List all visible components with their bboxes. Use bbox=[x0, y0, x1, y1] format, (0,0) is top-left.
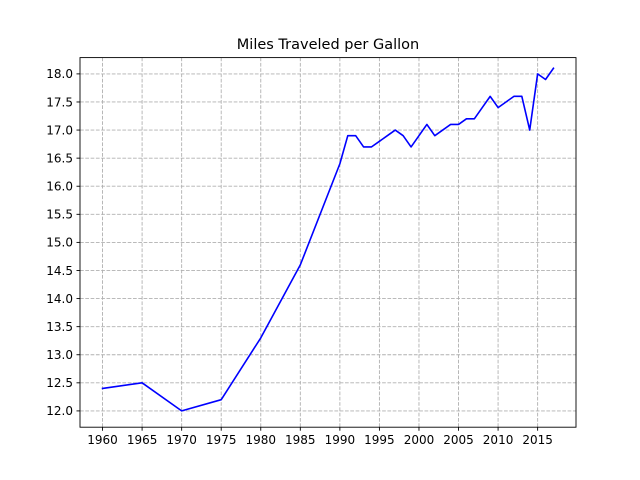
y-tick-label: 12.0 bbox=[46, 404, 73, 418]
grid-lines bbox=[80, 57, 576, 428]
tick-marks bbox=[76, 73, 539, 431]
x-tick-label: 1995 bbox=[364, 433, 395, 447]
y-tick-label: 14.5 bbox=[46, 264, 73, 278]
x-tick-label: 1985 bbox=[285, 433, 316, 447]
x-tick-label: 1975 bbox=[206, 433, 237, 447]
series-group bbox=[101, 67, 555, 412]
x-tick-labels: 1960 1965 1970 1975 1980 1985 1990 1995 2000 2005… bbox=[87, 433, 553, 447]
y-tick-label: 16.0 bbox=[46, 180, 73, 194]
y-tick-label: 17.5 bbox=[46, 95, 73, 109]
y-tick-label: 13.0 bbox=[46, 348, 73, 362]
x-tick-label: 1970 bbox=[166, 433, 197, 447]
x-tick-label: 2005 bbox=[443, 433, 474, 447]
x-tick-label: 1980 bbox=[245, 433, 276, 447]
x-tick-label: 2000 bbox=[404, 433, 435, 447]
y-tick-label: 15.5 bbox=[46, 208, 73, 222]
y-tick-labels: 12.0 12.5 13.0 13.5 14.0 14.5 15.0 15.5 16.0 16.5… bbox=[46, 67, 73, 418]
y-tick-label: 18.0 bbox=[46, 67, 73, 81]
x-tick-label: 1990 bbox=[325, 433, 356, 447]
y-tick-label: 12.5 bbox=[46, 376, 73, 390]
x-tick-label: 2010 bbox=[483, 433, 514, 447]
x-tick-label: 2015 bbox=[522, 433, 553, 447]
y-tick-label: 16.5 bbox=[46, 151, 73, 165]
y-tick-label: 15.0 bbox=[46, 236, 73, 250]
chart-title: Miles Traveled per Gallon bbox=[237, 37, 419, 53]
x-tick-label: 1965 bbox=[127, 433, 158, 447]
y-tick-label: 13.5 bbox=[46, 320, 73, 334]
y-tick-label: 14.0 bbox=[46, 292, 73, 306]
series-line bbox=[101, 67, 555, 412]
x-tick-label: 1960 bbox=[87, 433, 118, 447]
y-tick-label: 17.0 bbox=[46, 123, 73, 137]
